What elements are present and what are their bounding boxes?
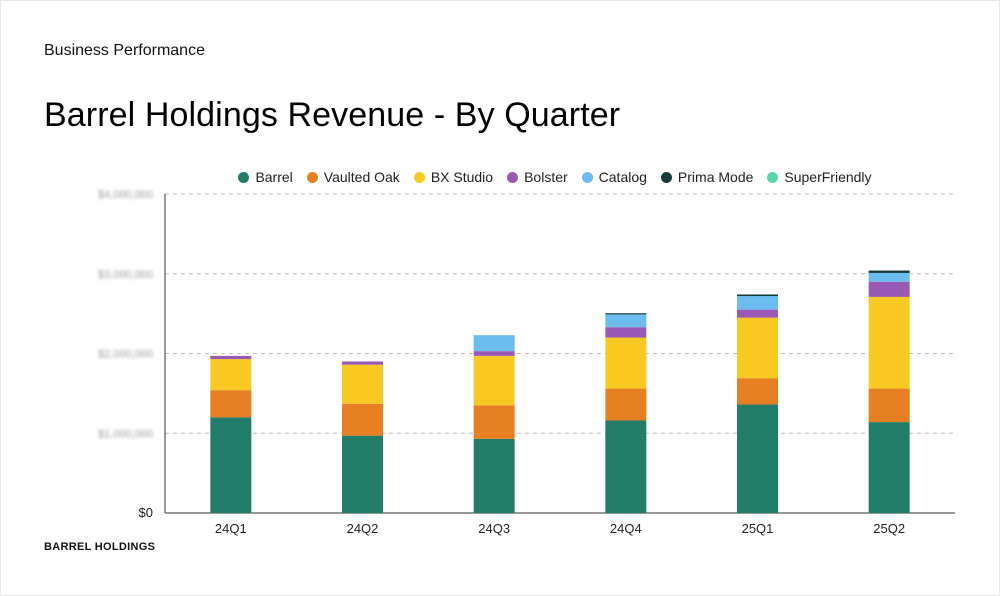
bar-segment [473, 351, 515, 356]
bar-segment [868, 270, 910, 273]
legend-label: Prima Mode [677, 169, 754, 185]
bar-segment [605, 420, 647, 513]
legend-label: BX Studio [430, 169, 494, 185]
legend-item: SuperFriendly [767, 169, 872, 185]
legend-swatch [660, 171, 672, 183]
bar-segment [605, 313, 647, 315]
bar-segment [737, 296, 778, 310]
bar-segment [210, 417, 252, 513]
bar-segment [605, 314, 647, 328]
bar-segment [342, 361, 383, 365]
legend-item: Bolster [507, 169, 568, 185]
bar-segment [342, 364, 383, 404]
legend-label: SuperFriendly [784, 169, 872, 185]
bar-segment [868, 272, 910, 282]
chart-title: Barrel Holdings Revenue - By Quarter [44, 96, 621, 134]
section-label: Business Performance [44, 42, 205, 59]
legend-swatch [306, 171, 318, 183]
x-tick-label: 24Q2 [347, 521, 379, 536]
bar-segment [473, 438, 515, 513]
legend-item: Prima Mode [660, 169, 754, 185]
legend-item: BX Studio [413, 169, 494, 185]
y-tick-label: $3,000,000 [98, 269, 153, 281]
legend-swatch [238, 171, 250, 183]
bar-segment [737, 404, 778, 513]
bar-segment [473, 405, 515, 439]
bar-segment [605, 388, 647, 421]
bar-segment [210, 359, 252, 391]
x-tick-label: 25Q1 [742, 521, 774, 536]
bar-segment [737, 378, 778, 405]
bar-segment [342, 435, 383, 513]
legend-swatch [767, 171, 779, 183]
bar-segment [737, 294, 778, 297]
bar-segment [210, 390, 252, 418]
bar-segment [868, 296, 910, 389]
bar-segment [473, 335, 515, 352]
legend-item: Catalog [581, 169, 647, 185]
legend-label: Vaulted Oak [323, 169, 400, 185]
bar-segment [342, 403, 383, 436]
legend-item: Barrel [238, 169, 293, 185]
y-tick-label: $1,000,000 [98, 428, 153, 440]
legend-swatch [413, 171, 425, 183]
x-tick-label: 24Q4 [610, 521, 642, 536]
x-tick-label: 25Q2 [873, 521, 905, 536]
bar-segment [737, 309, 778, 318]
bar-segment [868, 388, 910, 423]
legend-swatch [581, 171, 593, 183]
chart-legend: Barrel Vaulted Oak BX Studio Bolster Catalog… [0, 169, 1000, 185]
legend-label: Bolster [524, 169, 568, 185]
legend-label: Barrel [255, 169, 293, 185]
legend-label: Catalog [598, 169, 647, 185]
legend-item: Vaulted Oak [306, 169, 400, 185]
footer-brand: BARREL HOLDINGS [44, 541, 156, 553]
y-tick-label: $2,000,000 [98, 349, 153, 361]
y-tick-label: $0 [139, 505, 153, 520]
bar-segment [868, 281, 910, 297]
bar-segment [605, 327, 647, 338]
bar-segment [605, 337, 647, 389]
bar-segment [210, 355, 252, 360]
legend-swatch [507, 171, 519, 183]
bar-segment [473, 355, 515, 406]
y-tick-label: $4,000,000 [98, 189, 153, 201]
x-tick-label: 24Q3 [478, 521, 510, 536]
bar-segment [737, 317, 778, 379]
bar-segment [868, 422, 910, 513]
x-tick-label: 24Q1 [215, 521, 247, 536]
